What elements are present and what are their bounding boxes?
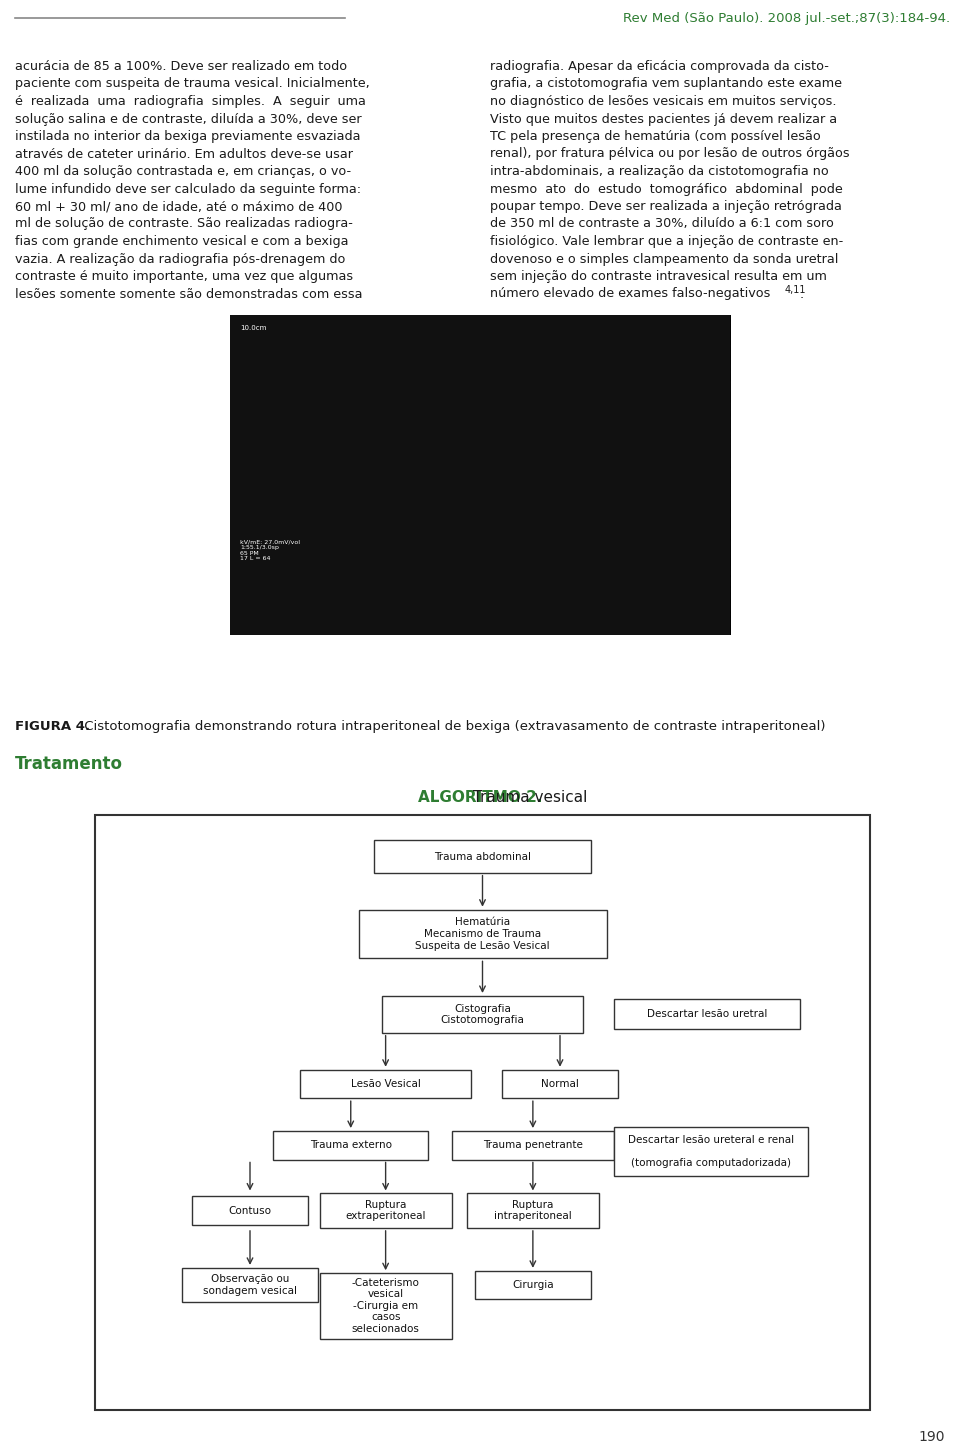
FancyBboxPatch shape xyxy=(274,1131,428,1160)
Text: kV/mE: 27.0mV/vol
1:55.1/3.0sp
65 PM
17 L = 64: kV/mE: 27.0mV/vol 1:55.1/3.0sp 65 PM 17 … xyxy=(240,540,300,561)
Text: paciente com suspeita de trauma vesical. Inicialmente,: paciente com suspeita de trauma vesical.… xyxy=(15,78,370,91)
Text: Hematúria
Mecanismo de Trauma
Suspeita de Lesão Vesical: Hematúria Mecanismo de Trauma Suspeita d… xyxy=(415,918,550,951)
Text: número elevado de exames falso-negativos: número elevado de exames falso-negativos xyxy=(490,287,770,300)
Text: Cistografia
Cistotomografia: Cistografia Cistotomografia xyxy=(441,1003,524,1025)
Text: 10.0cm: 10.0cm xyxy=(240,325,266,330)
Text: 400 ml da solução contrastada e, em crianças, o vo-: 400 ml da solução contrastada e, em cria… xyxy=(15,165,351,177)
Text: radiografia. Apesar da eficácia comprovada da cisto-: radiografia. Apesar da eficácia comprova… xyxy=(490,61,828,74)
FancyBboxPatch shape xyxy=(320,1193,451,1228)
Text: Ruptura
extraperitoneal: Ruptura extraperitoneal xyxy=(346,1201,426,1221)
FancyBboxPatch shape xyxy=(95,815,870,1410)
Text: Descartar lesão ureteral e renal

(tomografia computadorizada): Descartar lesão ureteral e renal (tomogr… xyxy=(628,1134,794,1167)
Text: Visto que muitos destes pacientes já devem realizar a: Visto que muitos destes pacientes já dev… xyxy=(490,113,837,126)
Text: 4,11: 4,11 xyxy=(785,286,806,296)
Text: Trauma vesical: Trauma vesical xyxy=(468,789,588,805)
Text: Contuso: Contuso xyxy=(228,1206,272,1215)
Text: ml de solução de contraste. São realizadas radiogra-: ml de solução de contraste. São realizad… xyxy=(15,218,353,231)
FancyBboxPatch shape xyxy=(502,1069,618,1098)
Text: Trauma abdominal: Trauma abdominal xyxy=(434,851,531,861)
FancyBboxPatch shape xyxy=(467,1193,599,1228)
Text: FIGURA 4.: FIGURA 4. xyxy=(15,720,90,733)
Text: 190: 190 xyxy=(919,1430,945,1443)
Text: Trauma externo: Trauma externo xyxy=(310,1140,392,1150)
Text: vazia. A realização da radiografia pós-drenagem do: vazia. A realização da radiografia pós-d… xyxy=(15,253,346,266)
Text: intra-abdominais, a realização da cistotomografia no: intra-abdominais, a realização da cistot… xyxy=(490,165,828,177)
FancyBboxPatch shape xyxy=(320,1273,451,1339)
Text: Lesão Vesical: Lesão Vesical xyxy=(350,1079,420,1089)
FancyBboxPatch shape xyxy=(475,1271,591,1299)
Text: .: . xyxy=(800,287,804,300)
Text: instilada no interior da bexiga previamente esvaziada: instilada no interior da bexiga previame… xyxy=(15,130,361,143)
Text: sem injeção do contraste intravesical resulta em um: sem injeção do contraste intravesical re… xyxy=(490,270,827,283)
FancyBboxPatch shape xyxy=(614,1000,801,1029)
FancyBboxPatch shape xyxy=(382,996,584,1033)
Text: ALGORITMO 2.: ALGORITMO 2. xyxy=(418,789,542,805)
Text: lesões somente somente são demonstradas com essa: lesões somente somente são demonstradas … xyxy=(15,287,363,300)
FancyBboxPatch shape xyxy=(192,1196,308,1225)
Text: Normal: Normal xyxy=(541,1079,579,1089)
FancyBboxPatch shape xyxy=(358,909,607,958)
Text: -Cateterismo
vesical
-Cirurgia em
casos
selecionados: -Cateterismo vesical -Cirurgia em casos … xyxy=(351,1277,420,1335)
FancyBboxPatch shape xyxy=(451,1131,614,1160)
Text: fisiológico. Vale lembrar que a injeção de contraste en-: fisiológico. Vale lembrar que a injeção … xyxy=(490,235,843,248)
Text: Ruptura
intraperitoneal: Ruptura intraperitoneal xyxy=(494,1201,572,1221)
Text: no diagnóstico de lesões vesicais em muitos serviços.: no diagnóstico de lesões vesicais em mui… xyxy=(490,95,836,108)
Text: Cistotomografia demonstrando rotura intraperitoneal de bexiga (extravasamento de: Cistotomografia demonstrando rotura intr… xyxy=(80,720,826,733)
Text: de 350 ml de contraste a 30%, diluído a 6:1 com soro: de 350 ml de contraste a 30%, diluído a … xyxy=(490,218,834,231)
Text: solução salina e de contraste, diluída a 30%, deve ser: solução salina e de contraste, diluída a… xyxy=(15,113,362,126)
FancyBboxPatch shape xyxy=(614,1127,808,1176)
Text: Cirurgia: Cirurgia xyxy=(512,1280,554,1290)
Text: Trauma penetrante: Trauma penetrante xyxy=(483,1140,583,1150)
Text: Rev Med (São Paulo). 2008 jul.-set.;87(3):184-94.: Rev Med (São Paulo). 2008 jul.-set.;87(3… xyxy=(623,12,950,25)
Text: poupar tempo. Deve ser realizada a injeção retrógrada: poupar tempo. Deve ser realizada a injeç… xyxy=(490,201,842,214)
Text: Descartar lesão uretral: Descartar lesão uretral xyxy=(647,1009,767,1019)
Text: grafia, a cistotomografia vem suplantando este exame: grafia, a cistotomografia vem suplantand… xyxy=(490,78,842,91)
Text: TC pela presença de hematúria (com possível lesão: TC pela presença de hematúria (com possí… xyxy=(490,130,821,143)
Text: dovenoso e o simples clampeamento da sonda uretral: dovenoso e o simples clampeamento da son… xyxy=(490,253,838,266)
FancyBboxPatch shape xyxy=(182,1268,318,1302)
Text: lume infundido deve ser calculado da seguinte forma:: lume infundido deve ser calculado da seg… xyxy=(15,182,361,195)
Text: através de cateter urinário. Em adultos deve-se usar: através de cateter urinário. Em adultos … xyxy=(15,147,353,160)
FancyBboxPatch shape xyxy=(300,1069,470,1098)
Text: é  realizada  uma  radiografia  simples.  A  seguir  uma: é realizada uma radiografia simples. A s… xyxy=(15,95,366,108)
Text: Observação ou
sondagem vesical: Observação ou sondagem vesical xyxy=(203,1274,297,1296)
Text: Tratamento: Tratamento xyxy=(15,755,123,773)
Text: mesmo  ato  do  estudo  tomográfico  abdominal  pode: mesmo ato do estudo tomográfico abdomina… xyxy=(490,182,843,195)
Text: acurácia de 85 a 100%. Deve ser realizado em todo: acurácia de 85 a 100%. Deve ser realizad… xyxy=(15,61,348,74)
Text: contraste é muito importante, uma vez que algumas: contraste é muito importante, uma vez qu… xyxy=(15,270,353,283)
Text: renal), por fratura pélvica ou por lesão de outros órgãos: renal), por fratura pélvica ou por lesão… xyxy=(490,147,850,160)
Text: 60 ml + 30 ml/ ano de idade, até o máximo de 400: 60 ml + 30 ml/ ano de idade, até o máxim… xyxy=(15,201,343,214)
FancyBboxPatch shape xyxy=(374,840,591,873)
Text: fias com grande enchimento vesical e com a bexiga: fias com grande enchimento vesical e com… xyxy=(15,235,348,248)
